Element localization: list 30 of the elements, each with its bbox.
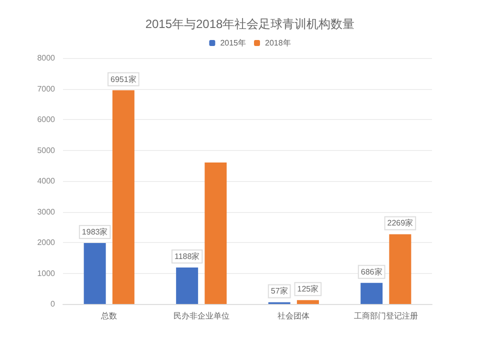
legend-label: 2018年 xyxy=(265,38,291,48)
x-tick-label: 工商部门登记注册 xyxy=(354,312,418,320)
data-label: 57家 xyxy=(270,286,288,296)
bar xyxy=(112,90,134,304)
y-tick-label: 7000 xyxy=(37,84,56,94)
chart-title: 2015年与2018年社会足球青训机构数量 xyxy=(145,17,355,31)
y-tick-label: 3000 xyxy=(37,207,56,216)
y-tick-label: 5000 xyxy=(37,146,56,155)
bar xyxy=(84,243,106,304)
bar xyxy=(176,267,198,304)
data-label: 686家 xyxy=(360,267,382,276)
data-label: 125家 xyxy=(297,284,319,294)
y-tick-label: 2000 xyxy=(37,238,56,247)
bar xyxy=(204,162,227,304)
x-tick-label: 民办非企业单位 xyxy=(173,312,230,320)
bar xyxy=(296,300,319,304)
y-tick-label: 6000 xyxy=(37,115,56,124)
y-tick-label: 1000 xyxy=(37,268,56,278)
x-tick-label: 社会团体 xyxy=(278,312,310,320)
legend-label: 2015年 xyxy=(220,38,246,48)
y-tick-label: 0 xyxy=(50,300,56,308)
data-label: 2269家 xyxy=(387,218,414,228)
y-tick-label: 4000 xyxy=(37,176,56,186)
y-tick-label: 8000 xyxy=(37,54,56,62)
bar xyxy=(389,234,412,304)
data-label: 1188家 xyxy=(174,252,200,261)
data-label: 1983家 xyxy=(82,228,108,237)
x-tick-label: 总数 xyxy=(100,312,118,320)
data-label: 6951家 xyxy=(110,74,136,84)
bar xyxy=(360,282,383,304)
